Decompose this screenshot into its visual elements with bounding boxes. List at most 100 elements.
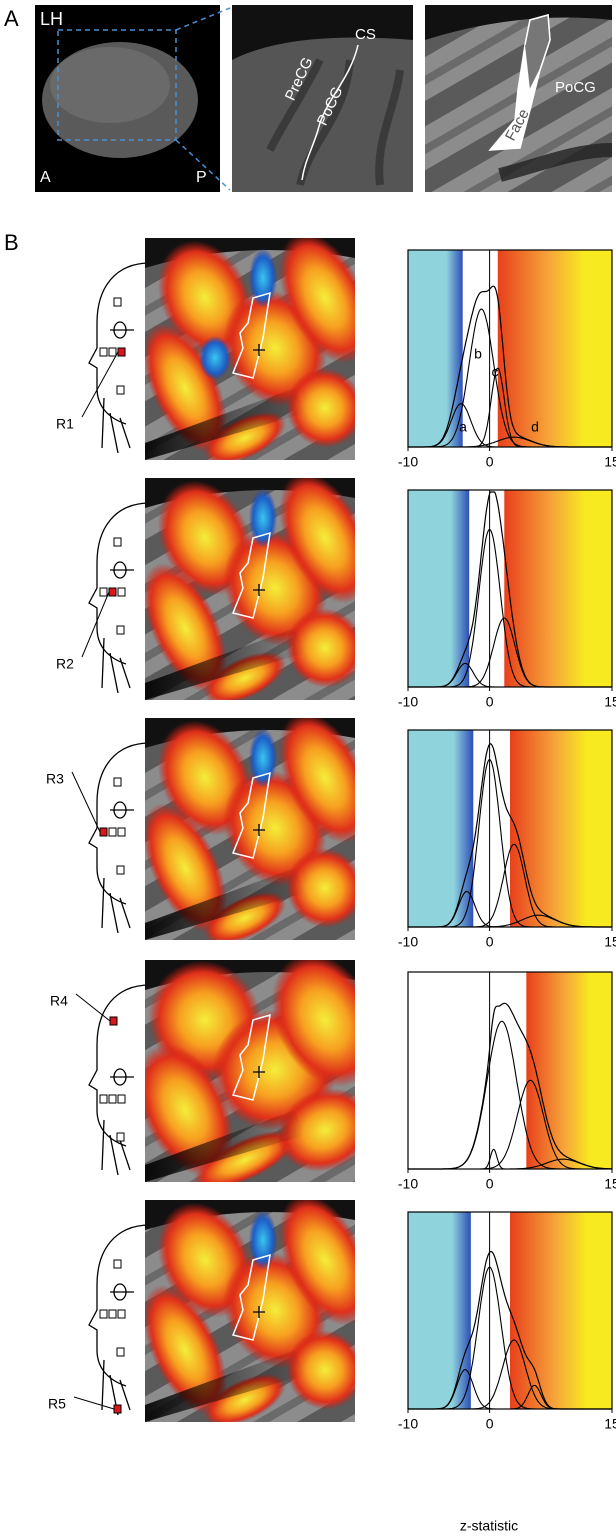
- negative-band: [408, 490, 470, 687]
- stimulus-site: [113, 1404, 122, 1414]
- peak-marker: [253, 1066, 265, 1078]
- activation: [193, 1130, 297, 1182]
- x-tick-label: 0: [486, 934, 494, 950]
- peak-marker: [253, 344, 265, 356]
- sulcus-label: CS: [355, 26, 376, 43]
- negative-band: [408, 730, 474, 927]
- stimulus-site: [117, 347, 126, 357]
- x-tick-label: 0: [486, 454, 494, 470]
- histogram-frame: [407, 971, 613, 1170]
- activation: [279, 478, 355, 604]
- stimulus-site: [108, 1094, 117, 1104]
- stimulus-site: [117, 1094, 126, 1104]
- stimulus-site: [108, 587, 117, 597]
- brain-map: [145, 478, 355, 700]
- zoom-line: [175, 139, 231, 191]
- stimulus-site: [116, 1347, 125, 1357]
- activation: [286, 848, 355, 928]
- positive-band: [526, 972, 612, 1169]
- face-outline: [88, 1224, 151, 1416]
- pointer: [81, 351, 119, 418]
- activation: [286, 368, 355, 448]
- central-sulcus-line: [301, 44, 359, 181]
- x-tick-label: -10: [398, 1416, 418, 1432]
- peak-marker: [253, 1306, 265, 1318]
- pointer: [81, 591, 110, 658]
- activation: [145, 563, 228, 693]
- figure-row: R2 -10 0 15: [56, 478, 616, 710]
- activation: [204, 892, 286, 940]
- shadow: [498, 143, 613, 182]
- face-area-outline: [231, 771, 271, 859]
- stimulus-site: [99, 587, 108, 597]
- region-label: R2: [56, 656, 74, 672]
- hemisphere-label: LH: [40, 9, 63, 29]
- positive-band: [497, 250, 612, 447]
- x-tick-label: -10: [398, 934, 418, 950]
- x-tick-label: 0: [486, 1416, 494, 1432]
- component-label: a: [459, 419, 467, 435]
- stimulus-site: [117, 1309, 126, 1319]
- activation: [286, 1330, 355, 1410]
- brain: [50, 47, 170, 123]
- stimulus-site: [113, 297, 122, 307]
- pointer: [75, 993, 111, 1022]
- negative-band: [408, 1212, 471, 1409]
- face-outline: [88, 262, 151, 454]
- activation: [204, 412, 286, 460]
- stimulus-site: [99, 347, 108, 357]
- pointer: [71, 771, 101, 833]
- figure-row: R5 -10 0 15: [48, 1200, 616, 1432]
- face-area-outline: [231, 291, 271, 379]
- brain-map: [145, 718, 355, 940]
- brain-map: [145, 960, 355, 1182]
- positive-band: [510, 730, 612, 927]
- x-tick-label: 15: [604, 934, 616, 950]
- background: [232, 5, 413, 60]
- figure-row: R4 -10 0 15: [50, 960, 616, 1192]
- activation: [204, 652, 286, 700]
- face-area-outline: [231, 1253, 271, 1341]
- stimulus-site: [117, 827, 126, 837]
- panel-label: A: [4, 6, 19, 31]
- x-axis-title: z-statistic: [460, 1518, 518, 1534]
- histogram-frame: [407, 489, 613, 688]
- region-label: R5: [48, 1396, 66, 1412]
- shadow: [145, 628, 305, 700]
- stimulus-site: [116, 385, 125, 395]
- negative-band: [408, 250, 463, 447]
- activation: [279, 1200, 355, 1326]
- zoom-box: [57, 29, 177, 141]
- panel-label: B: [4, 230, 19, 255]
- anterior-label: A: [40, 169, 51, 186]
- peak-marker: [253, 584, 265, 596]
- component-label: b: [474, 346, 482, 362]
- x-tick-label: 15: [604, 1416, 616, 1432]
- activation: [286, 608, 355, 688]
- x-tick-label: 15: [604, 454, 616, 470]
- brain-map: [145, 238, 355, 460]
- stimulus-site: [116, 865, 125, 875]
- stimulus-site: [108, 347, 117, 357]
- region-label: R3: [46, 771, 64, 787]
- activation: [204, 1374, 286, 1422]
- region-label: R1: [56, 416, 74, 432]
- brain-map: [145, 1200, 355, 1422]
- shadow: [145, 1350, 305, 1422]
- histogram-frame: [407, 729, 613, 928]
- activation: [145, 1285, 228, 1415]
- activation: [271, 960, 355, 1087]
- face-area-outline: [231, 531, 271, 619]
- x-tick-label: -10: [398, 1176, 418, 1192]
- activation: [145, 803, 228, 933]
- background: [425, 5, 612, 40]
- x-tick-label: 0: [486, 694, 494, 710]
- stimulus-site: [99, 1309, 108, 1319]
- stimulus-site: [116, 1132, 125, 1142]
- face-outline: [88, 742, 151, 934]
- stimulus-site: [108, 827, 117, 837]
- postcentral-flat-label: PoCG: [555, 79, 596, 96]
- x-tick-label: 15: [604, 1176, 616, 1192]
- face-outline: [88, 984, 151, 1176]
- positive-band: [510, 1212, 612, 1409]
